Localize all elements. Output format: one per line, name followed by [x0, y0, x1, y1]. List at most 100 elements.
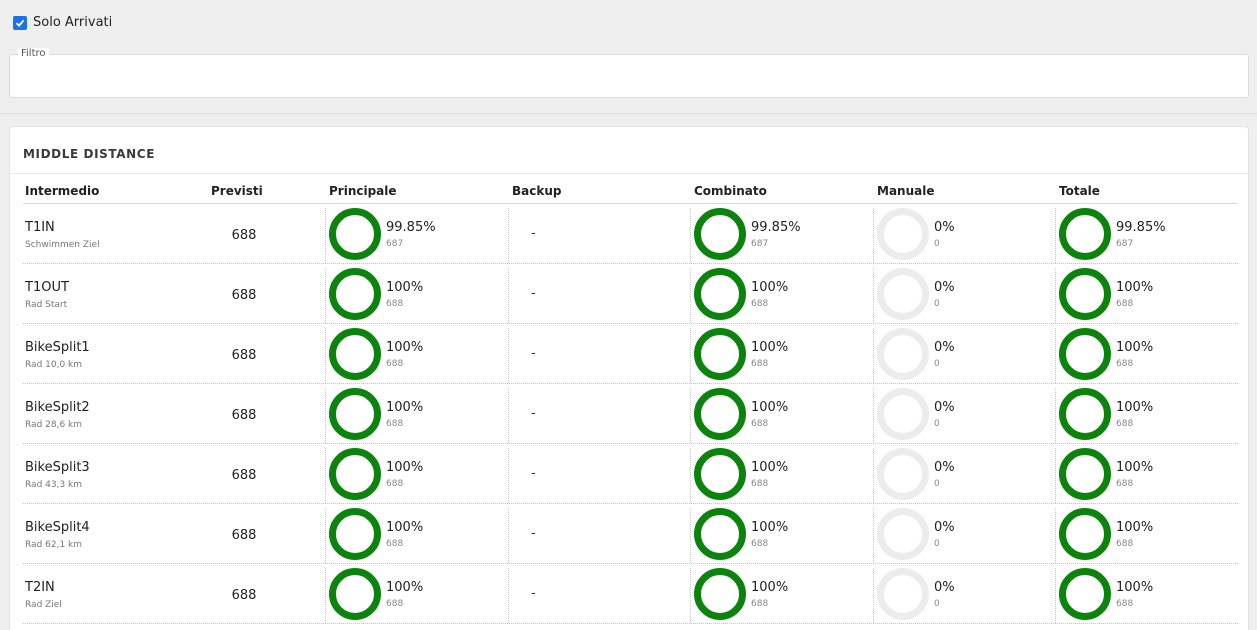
- totale-count: 688: [1116, 479, 1134, 489]
- backup-value: -: [531, 526, 536, 541]
- column-divider: [325, 568, 326, 623]
- totale-donut-chart: [1059, 508, 1111, 560]
- section-title: MIDDLE DISTANCE: [23, 147, 156, 161]
- principale-count: 687: [386, 239, 404, 249]
- column-divider: [873, 568, 874, 623]
- column-divider: [508, 328, 509, 383]
- principale-donut-chart: [329, 268, 381, 320]
- filter-legend: Filtro: [18, 48, 49, 59]
- backup-value: -: [531, 466, 536, 481]
- combinato-donut-chart: [694, 568, 746, 620]
- split-name: BikeSplit1: [25, 340, 90, 355]
- checkbox-checked-icon[interactable]: [13, 15, 27, 30]
- column-divider: [508, 568, 509, 623]
- combinato-count: 688: [751, 299, 769, 309]
- expected-count: 688: [231, 588, 257, 603]
- combinato-count: 688: [751, 419, 769, 429]
- principale-count: 688: [386, 419, 404, 429]
- split-name: T2IN: [25, 580, 55, 595]
- principale-count: 688: [386, 539, 404, 549]
- totale-count: 687: [1116, 239, 1134, 249]
- table-row: BikeSplit2 Rad 28,6 km 688 - 100% 688 100% 688 0…: [23, 384, 1238, 444]
- principale-count: 688: [386, 479, 404, 489]
- manuale-count: 0: [934, 479, 940, 489]
- split-name: T1IN: [25, 220, 55, 235]
- combinato-donut-chart: [694, 388, 746, 440]
- column-divider: [690, 568, 691, 623]
- combinato-donut-chart: [694, 268, 746, 320]
- table-header: Intermedio Previsti Principale Backup Co…: [23, 180, 1238, 204]
- column-divider: [1055, 208, 1056, 263]
- totale-count: 688: [1116, 419, 1134, 429]
- column-divider: [1055, 328, 1056, 383]
- principale-count: 688: [386, 359, 404, 369]
- only-arrivals-checkbox[interactable]: Solo Arrivati: [13, 15, 112, 30]
- totale-percent: 100%: [1116, 400, 1154, 415]
- column-divider: [690, 508, 691, 563]
- split-description: Rad 62,1 km: [25, 540, 83, 550]
- split-description: Rad 10,0 km: [25, 360, 83, 370]
- column-divider: [1055, 388, 1056, 443]
- split-description: Rad 43,3 km: [25, 480, 83, 490]
- totale-percent: 100%: [1116, 460, 1154, 475]
- manuale-percent: 0%: [934, 400, 955, 415]
- split-name: BikeSplit3: [25, 460, 90, 475]
- manuale-percent: 0%: [934, 220, 955, 235]
- principale-donut-chart: [329, 388, 381, 440]
- table-row: T1OUT Rad Start 688 - 100% 688 100% 688 0% 0 100% 6…: [23, 264, 1238, 324]
- column-divider: [1055, 568, 1056, 623]
- col-principale: Principale: [329, 184, 397, 198]
- divider: [0, 113, 1257, 114]
- manuale-count: 0: [934, 299, 940, 309]
- manuale-count: 0: [934, 419, 940, 429]
- principale-percent: 100%: [386, 340, 424, 355]
- column-divider: [508, 508, 509, 563]
- principale-percent: 100%: [386, 400, 424, 415]
- manuale-percent: 0%: [934, 580, 955, 595]
- table-row: T2IN Rad Ziel 688 - 100% 688 100% 688 0% 0 100% 688: [23, 564, 1238, 624]
- combinato-donut-chart: [694, 508, 746, 560]
- totale-count: 688: [1116, 299, 1134, 309]
- combinato-donut-chart: [694, 448, 746, 500]
- combinato-percent: 100%: [751, 580, 789, 595]
- column-divider: [325, 208, 326, 263]
- filter-field[interactable]: Filtro: [9, 48, 1249, 98]
- principale-donut-chart: [329, 568, 381, 620]
- expected-count: 688: [231, 288, 257, 303]
- totale-percent: 100%: [1116, 520, 1154, 535]
- backup-value: -: [531, 586, 536, 601]
- col-combinato: Combinato: [694, 184, 767, 198]
- expected-count: 688: [231, 348, 257, 363]
- column-divider: [1055, 268, 1056, 323]
- column-divider: [873, 388, 874, 443]
- only-arrivals-label: Solo Arrivati: [33, 15, 113, 30]
- manuale-donut-chart: [877, 448, 929, 500]
- col-previsti: Previsti: [211, 184, 263, 198]
- split-name: BikeSplit4: [25, 520, 90, 535]
- combinato-percent: 100%: [751, 460, 789, 475]
- col-manuale: Manuale: [877, 184, 935, 198]
- principale-donut-chart: [329, 208, 381, 260]
- combinato-count: 688: [751, 599, 769, 609]
- manuale-percent: 0%: [934, 520, 955, 535]
- backup-value: -: [531, 226, 536, 241]
- backup-value: -: [531, 346, 536, 361]
- principale-percent: 100%: [386, 280, 424, 295]
- col-totale: Totale: [1059, 184, 1100, 198]
- expected-count: 688: [231, 228, 257, 243]
- expected-count: 688: [231, 408, 257, 423]
- principale-donut-chart: [329, 448, 381, 500]
- column-divider: [690, 328, 691, 383]
- combinato-count: 687: [751, 239, 769, 249]
- combinato-count: 688: [751, 359, 769, 369]
- manuale-donut-chart: [877, 388, 929, 440]
- totale-count: 688: [1116, 359, 1134, 369]
- column-divider: [873, 208, 874, 263]
- totale-percent: 99.85%: [1116, 220, 1166, 235]
- totale-donut-chart: [1059, 448, 1111, 500]
- principale-donut-chart: [329, 328, 381, 380]
- combinato-percent: 100%: [751, 400, 789, 415]
- totale-percent: 100%: [1116, 580, 1154, 595]
- table-row: T1IN Schwimmen Ziel 688 - 99.85% 687 99.85% 687…: [23, 204, 1238, 264]
- combinato-percent: 100%: [751, 280, 789, 295]
